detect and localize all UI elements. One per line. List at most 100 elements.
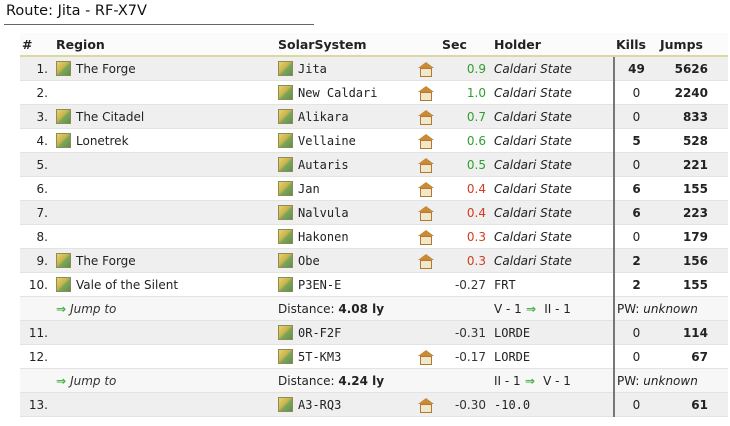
col-num[interactable]: # (20, 33, 54, 57)
jump-to-cell[interactable]: ⇒ Jump to (54, 296, 276, 321)
system-name[interactable]: Hakonen (298, 229, 349, 244)
system-link[interactable]: Obe (278, 253, 438, 269)
holder-name[interactable]: FRT (492, 272, 614, 297)
region-map-icon[interactable] (56, 61, 71, 76)
system-link[interactable]: Hakonen (278, 229, 438, 245)
station-icon[interactable] (418, 229, 434, 245)
col-system[interactable]: SolarSystem (276, 33, 440, 57)
system-link[interactable]: 0R-F2F (278, 325, 438, 340)
system-link[interactable]: New Caldari (278, 85, 438, 101)
system-map-icon[interactable] (278, 109, 293, 124)
system-link[interactable]: Autaris (278, 157, 438, 173)
system-map-icon[interactable] (278, 397, 293, 412)
station-icon[interactable] (418, 85, 434, 101)
system-map-icon[interactable] (278, 181, 293, 196)
region-cell (54, 176, 276, 201)
region-map-icon[interactable] (56, 277, 71, 292)
system-link[interactable]: P3EN-E (278, 277, 438, 292)
region-name[interactable]: The Forge (76, 61, 136, 76)
system-link[interactable]: A3-RQ3 (278, 397, 438, 413)
station-icon[interactable] (418, 109, 434, 125)
system-map-icon[interactable] (278, 277, 293, 292)
col-holder[interactable]: Holder (492, 33, 614, 57)
holder-name[interactable]: Caldari State (492, 104, 614, 129)
system-map-icon[interactable] (278, 157, 293, 172)
holder-name[interactable]: Caldari State (492, 152, 614, 177)
col-kills[interactable]: Kills (614, 33, 658, 57)
system-link[interactable]: Jita (278, 61, 438, 77)
system-name[interactable]: Vellaine (298, 133, 356, 148)
region-link[interactable]: Vale of the Silent (56, 277, 274, 292)
holder-name[interactable]: Caldari State (492, 224, 614, 249)
region-name[interactable]: Vale of the Silent (76, 277, 179, 292)
system-name[interactable]: Autaris (298, 157, 349, 172)
system-name[interactable]: 5T-KM3 (298, 349, 342, 364)
system-name[interactable]: Jita (298, 61, 327, 76)
system-link[interactable]: Jan (278, 181, 438, 197)
region-name[interactable]: The Citadel (76, 109, 145, 124)
col-region[interactable]: Region (54, 33, 276, 57)
system-map-icon[interactable] (278, 325, 293, 340)
system-link[interactable]: Alikara (278, 109, 438, 125)
col-jumps[interactable]: Jumps (658, 33, 728, 57)
region-map-icon[interactable] (56, 109, 71, 124)
holder-name[interactable]: -10.0 (492, 392, 614, 417)
region-link[interactable]: The Forge (56, 61, 274, 76)
holder-name[interactable]: Caldari State (492, 56, 614, 81)
station-icon[interactable] (418, 133, 434, 149)
system-map-icon[interactable] (278, 229, 293, 244)
holder-name[interactable]: Caldari State (492, 128, 614, 153)
region-cell: The Forge (54, 56, 276, 81)
station-icon[interactable] (418, 61, 434, 77)
system-name[interactable]: Nalvula (298, 205, 349, 220)
holder-name[interactable]: Caldari State (492, 200, 614, 225)
distance-value: 4.08 ly (338, 301, 385, 316)
station-icon[interactable] (418, 181, 434, 197)
station-icon[interactable] (418, 157, 434, 173)
region-link[interactable]: The Forge (56, 253, 274, 268)
holder-name[interactable]: Caldari State (492, 176, 614, 201)
col-sec[interactable]: Sec (440, 33, 492, 57)
jump-to-cell[interactable]: ⇒ Jump to (54, 368, 276, 393)
station-icon[interactable] (418, 349, 434, 365)
holder-name[interactable]: Caldari State (492, 248, 614, 273)
system-name[interactable]: A3-RQ3 (298, 397, 342, 412)
system-link[interactable]: 5T-KM3 (278, 349, 438, 365)
holder-name[interactable]: LORDE (492, 320, 614, 345)
system-link[interactable]: Nalvula (278, 205, 438, 221)
system-name[interactable]: Obe (298, 253, 320, 268)
jump-pw-cell: PW: unknown (613, 368, 728, 393)
station-icon[interactable] (418, 253, 434, 269)
system-map-icon[interactable] (278, 133, 293, 148)
region-name[interactable]: Lonetrek (76, 133, 129, 148)
system-map-icon[interactable] (278, 85, 293, 100)
system-name[interactable]: Jan (298, 181, 320, 196)
region-map-icon[interactable] (56, 133, 71, 148)
system-cell: Nalvula (276, 200, 440, 225)
table-row: 11. 0R-F2F -0.31 LORDE 0 114 (20, 320, 728, 345)
table-row: 2. New Caldari 1.0 Caldari State 0 2240 (20, 80, 728, 105)
station-icon[interactable] (418, 205, 434, 221)
security-status: -0.17 (440, 344, 492, 369)
region-link[interactable]: Lonetrek (56, 133, 274, 148)
system-name[interactable]: Alikara (298, 109, 349, 124)
region-map-icon[interactable] (56, 253, 71, 268)
system-map-icon[interactable] (278, 253, 293, 268)
region-name[interactable]: The Forge (76, 253, 136, 268)
system-link[interactable]: Vellaine (278, 133, 438, 149)
holder-name[interactable]: LORDE (492, 344, 614, 369)
system-name[interactable]: 0R-F2F (298, 325, 342, 340)
system-map-icon[interactable] (278, 61, 293, 76)
kills-count: 49 (613, 56, 658, 81)
jump-to-link[interactable]: Jump to (70, 373, 117, 388)
holder-name[interactable]: Caldari State (492, 80, 614, 105)
jump-to-link[interactable]: Jump to (70, 301, 117, 316)
station-icon[interactable] (418, 397, 434, 413)
region-link[interactable]: The Citadel (56, 109, 274, 124)
system-name[interactable]: P3EN-E (298, 277, 342, 292)
system-name[interactable]: New Caldari (298, 85, 378, 100)
system-map-icon[interactable] (278, 205, 293, 220)
jump-spacer-cell (440, 296, 492, 321)
system-map-icon[interactable] (278, 349, 293, 364)
